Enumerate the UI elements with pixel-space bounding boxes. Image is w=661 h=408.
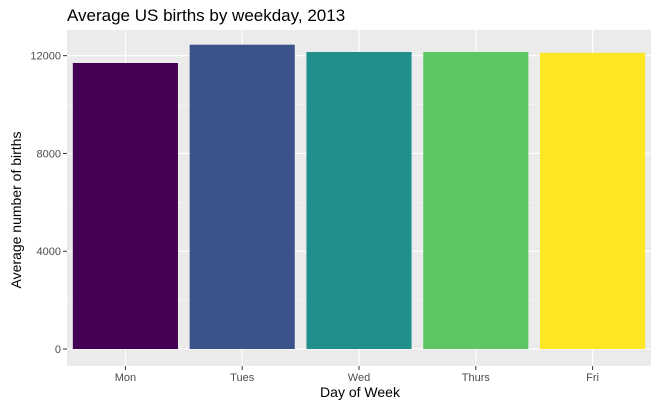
x-tick-label: Wed bbox=[348, 372, 370, 384]
x-tick-label: Tues bbox=[230, 372, 255, 384]
x-tick-label: Mon bbox=[115, 372, 136, 384]
x-tick-label: Fri bbox=[586, 372, 599, 384]
bar-mon bbox=[72, 63, 178, 349]
bar-tues bbox=[189, 44, 295, 350]
chart-title: Average US births by weekday, 2013 bbox=[67, 6, 346, 25]
y-tick-label: 4000 bbox=[37, 246, 61, 258]
axes: 0 4000 8000 12000 Mon Tues Wed Thurs Fri bbox=[30, 51, 599, 384]
x-tick-label: Thurs bbox=[462, 372, 491, 384]
bar-fri bbox=[540, 52, 646, 349]
y-axis-title: Average number of births bbox=[8, 131, 24, 289]
x-axis-title: Day of Week bbox=[320, 384, 400, 400]
bar-wed bbox=[306, 52, 412, 349]
y-tick-label: 12000 bbox=[30, 51, 61, 63]
bar-thurs bbox=[423, 52, 529, 349]
bars bbox=[72, 44, 646, 350]
y-tick-label: 8000 bbox=[37, 148, 61, 160]
y-tick-label: 0 bbox=[55, 344, 61, 356]
